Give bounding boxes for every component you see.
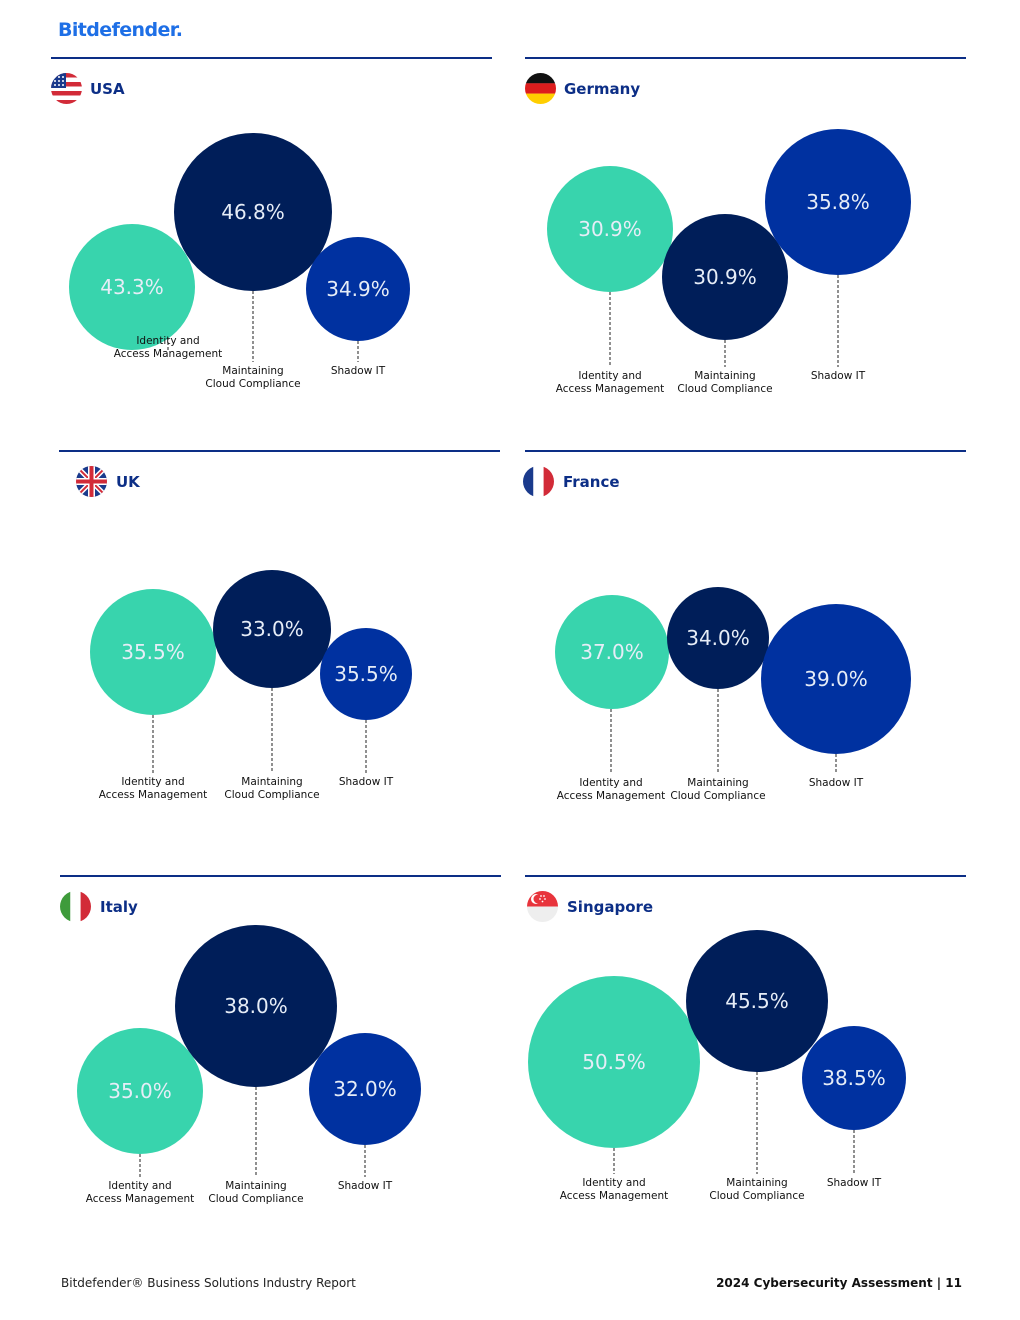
identity-access-management-value-label: 50.5% [582,1050,646,1074]
shadow-it-bubble [306,237,410,341]
bubble-chart: 50.5% Identity and Access Management 45.5% M… [528,930,906,1202]
identity-access-management-category-label: Identity and Access Management [86,1180,194,1205]
shadow-it-category-label: Shadow IT [338,1180,393,1192]
shadow-it-category-label: Shadow IT [827,1177,882,1189]
shadow-it-bubble [320,628,412,720]
cloud-compliance-bubble [175,925,337,1087]
chart-panel-italy: Italy 35.0% Identity and Access Management… [60,875,501,1247]
section-divider [51,57,492,59]
bitdefender-logo: Bitdefender. [58,19,183,41]
country-title: UK [116,473,140,491]
shadow-it-value-label: 38.5% [822,1066,886,1090]
section-divider [525,875,966,877]
shadow-it-value-label: 35.8% [806,190,870,214]
identity-access-management-category-label: Identity and Access Management [560,1177,668,1202]
bubble-chart: 30.9% Identity and Access Management 30.9% M… [547,129,911,395]
identity-access-management-bubble [77,1028,203,1154]
identity-access-management-value-label: 43.3% [100,275,164,299]
country-title: USA [90,80,125,98]
bubble-chart: 37.0% Identity and Access Management 34.0% M… [555,587,911,802]
germany-flag-icon [525,73,556,104]
cloud-compliance-category-label: Maintaining Cloud Compliance [205,365,300,390]
identity-access-management-value-label: 35.0% [108,1079,172,1103]
chart-panel-france: France 37.0% Identity and Access Managemen… [523,450,966,822]
section-divider [60,875,501,877]
shadow-it-category-label: Shadow IT [339,776,394,788]
cloud-compliance-bubble [662,214,788,340]
identity-access-management-value-label: 30.9% [578,217,642,241]
section-divider [525,57,966,59]
chart-panel-germany: Germany 30.9% Identity and Access Manageme… [525,57,966,429]
section-divider [59,450,500,452]
shadow-it-bubble [309,1033,421,1145]
shadow-it-category-label: Shadow IT [809,777,864,789]
shadow-it-value-label: 32.0% [333,1077,397,1101]
cloud-compliance-category-label: Maintaining Cloud Compliance [224,776,319,801]
identity-access-management-value-label: 35.5% [121,640,185,664]
shadow-it-value-label: 34.9% [326,277,390,301]
identity-access-management-category-label: Identity and Access Management [99,776,207,801]
shadow-it-value-label: 39.0% [804,667,868,691]
cloud-compliance-value-label: 38.0% [224,994,288,1018]
identity-access-management-value-label: 37.0% [580,640,644,664]
shadow-it-bubble [765,129,911,275]
identity-access-management-bubble [90,589,216,715]
identity-access-management-category-label: Identity and Access Management [114,335,222,360]
usa-flag-icon [51,73,82,104]
cloud-compliance-category-label: Maintaining Cloud Compliance [709,1177,804,1202]
country-title: Singapore [567,898,654,916]
cloud-compliance-bubble [174,133,332,291]
identity-access-management-category-label: Identity and Access Management [557,777,665,802]
cloud-compliance-bubble [213,570,331,688]
shadow-it-value-label: 35.5% [334,662,398,686]
cloud-compliance-bubble [667,587,769,689]
identity-access-management-bubble [547,166,673,292]
shadow-it-category-label: Shadow IT [811,370,866,382]
chart-panel-singapore: Singapore 50.5% Identity and Access Manage… [525,875,966,1247]
identity-access-management-bubble [555,595,669,709]
identity-access-management-bubble [69,224,195,350]
cloud-compliance-category-label: Maintaining Cloud Compliance [208,1180,303,1205]
cloud-compliance-category-label: Maintaining Cloud Compliance [677,370,772,395]
country-title: France [563,473,620,491]
chart-panel-usa: USA 43.3% Identity and Access Management 46… [51,57,492,429]
country-title: Italy [100,898,138,916]
uk-flag-icon [76,466,107,497]
footer-page-info: 2024 Cybersecurity Assessment | 11 [716,1276,962,1290]
identity-access-management-category-label: Identity and Access Management [556,370,664,395]
cloud-compliance-value-label: 30.9% [693,265,757,289]
bubble-chart: 35.0% Identity and Access Management 38.0% M… [77,925,421,1205]
shadow-it-bubble [761,604,911,754]
cloud-compliance-category-label: Maintaining Cloud Compliance [670,777,765,802]
italy-flag-icon [60,891,91,922]
france-flag-icon [523,466,554,497]
cloud-compliance-value-label: 45.5% [725,989,789,1013]
cloud-compliance-value-label: 33.0% [240,617,304,641]
bubble-chart: 43.3% Identity and Access Management 46.8% M… [69,133,410,390]
shadow-it-bubble [802,1026,906,1130]
shadow-it-category-label: Shadow IT [331,365,386,377]
singapore-flag-icon [527,891,558,922]
bubble-chart: 35.5% Identity and Access Management 33.0% M… [90,570,412,801]
cloud-compliance-bubble [686,930,828,1072]
section-divider [525,450,966,452]
footer-report-name: Bitdefender® Business Solutions Industry… [61,1276,356,1290]
cloud-compliance-value-label: 34.0% [686,626,750,650]
chart-panel-uk: UK 35.5% Identity and Access Management 33.… [59,450,500,822]
identity-access-management-bubble [528,976,700,1148]
country-title: Germany [564,80,641,98]
cloud-compliance-value-label: 46.8% [221,200,285,224]
